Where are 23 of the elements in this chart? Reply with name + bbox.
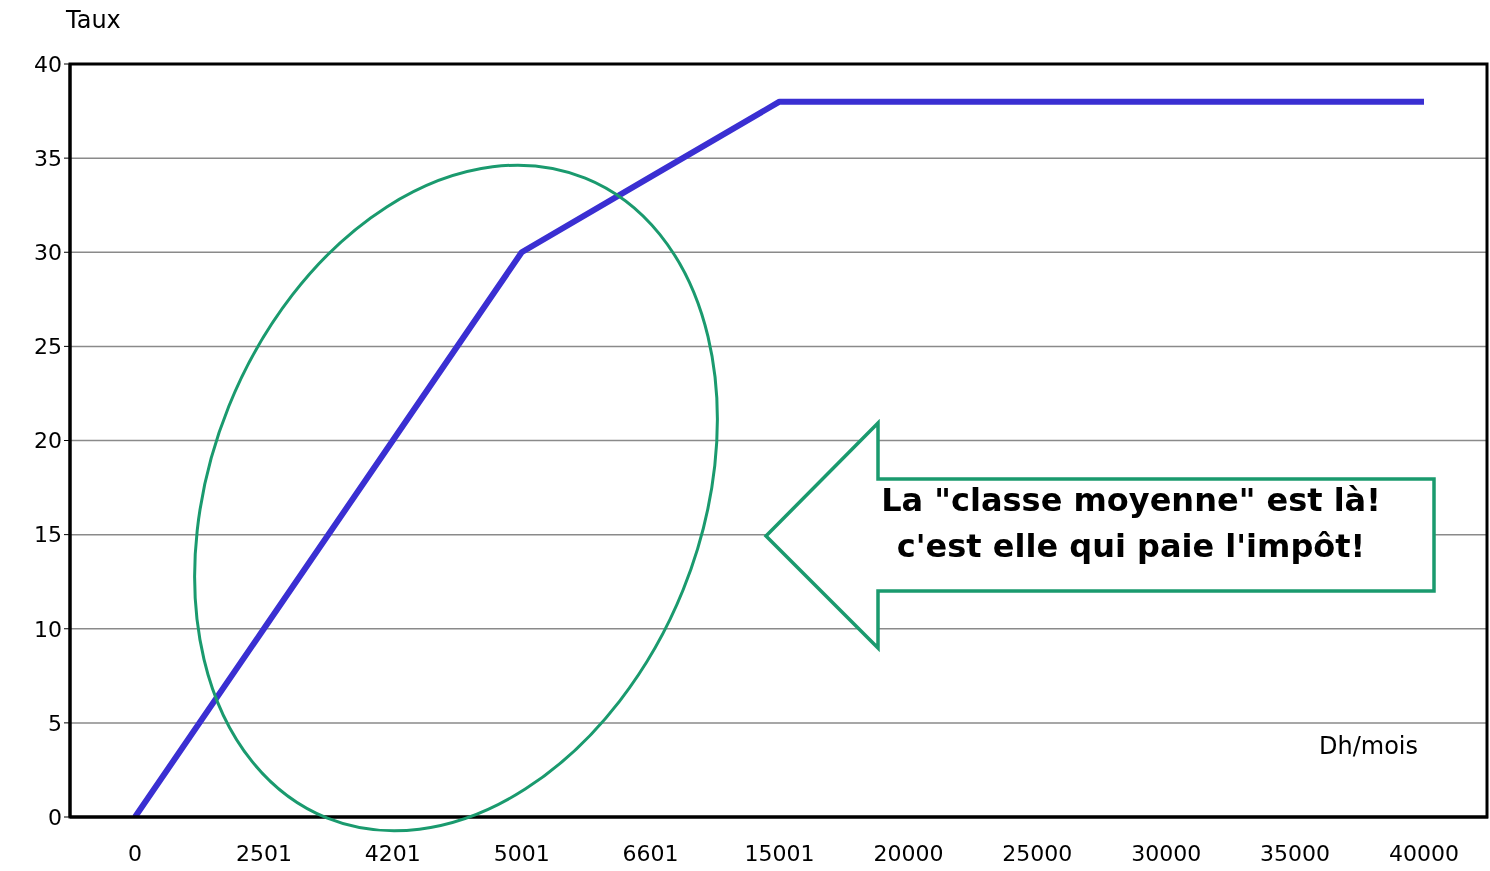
x-tick-label: 6601 [622,840,679,866]
x-tick-label: 0 [128,840,142,866]
y-tick-label: 10 [34,616,62,642]
x-tick-label: 5001 [493,840,550,866]
x-tick-label: 4201 [364,840,421,866]
annotation: La "classe moyenne" est là! c'est elle qui paie l'impôt! [881,481,1381,565]
y-tick-label: 0 [48,804,62,830]
x-tick-label: 25000 [1002,840,1073,866]
y-axis-title: Taux [66,6,121,34]
x-tick-label: 40000 [1389,840,1459,866]
x-axis-title: Dh/mois [1318,732,1418,760]
y-tick-label: 20 [34,428,62,454]
x-tick-label: 2501 [235,840,292,866]
y-tick-label: 30 [34,240,62,266]
x-tick-label: 30000 [1131,840,1202,866]
y-tick-label: 5 [48,710,62,736]
y-tick-label: 25 [34,334,62,360]
y-tick-label: 15 [34,522,62,548]
y-tick-label: 40 [34,51,62,77]
x-tick-label: 35000 [1260,840,1331,866]
x-tick-label: 20000 [873,840,944,866]
y-tick-label: 35 [34,145,62,171]
x-tick-label: 15001 [744,840,815,866]
